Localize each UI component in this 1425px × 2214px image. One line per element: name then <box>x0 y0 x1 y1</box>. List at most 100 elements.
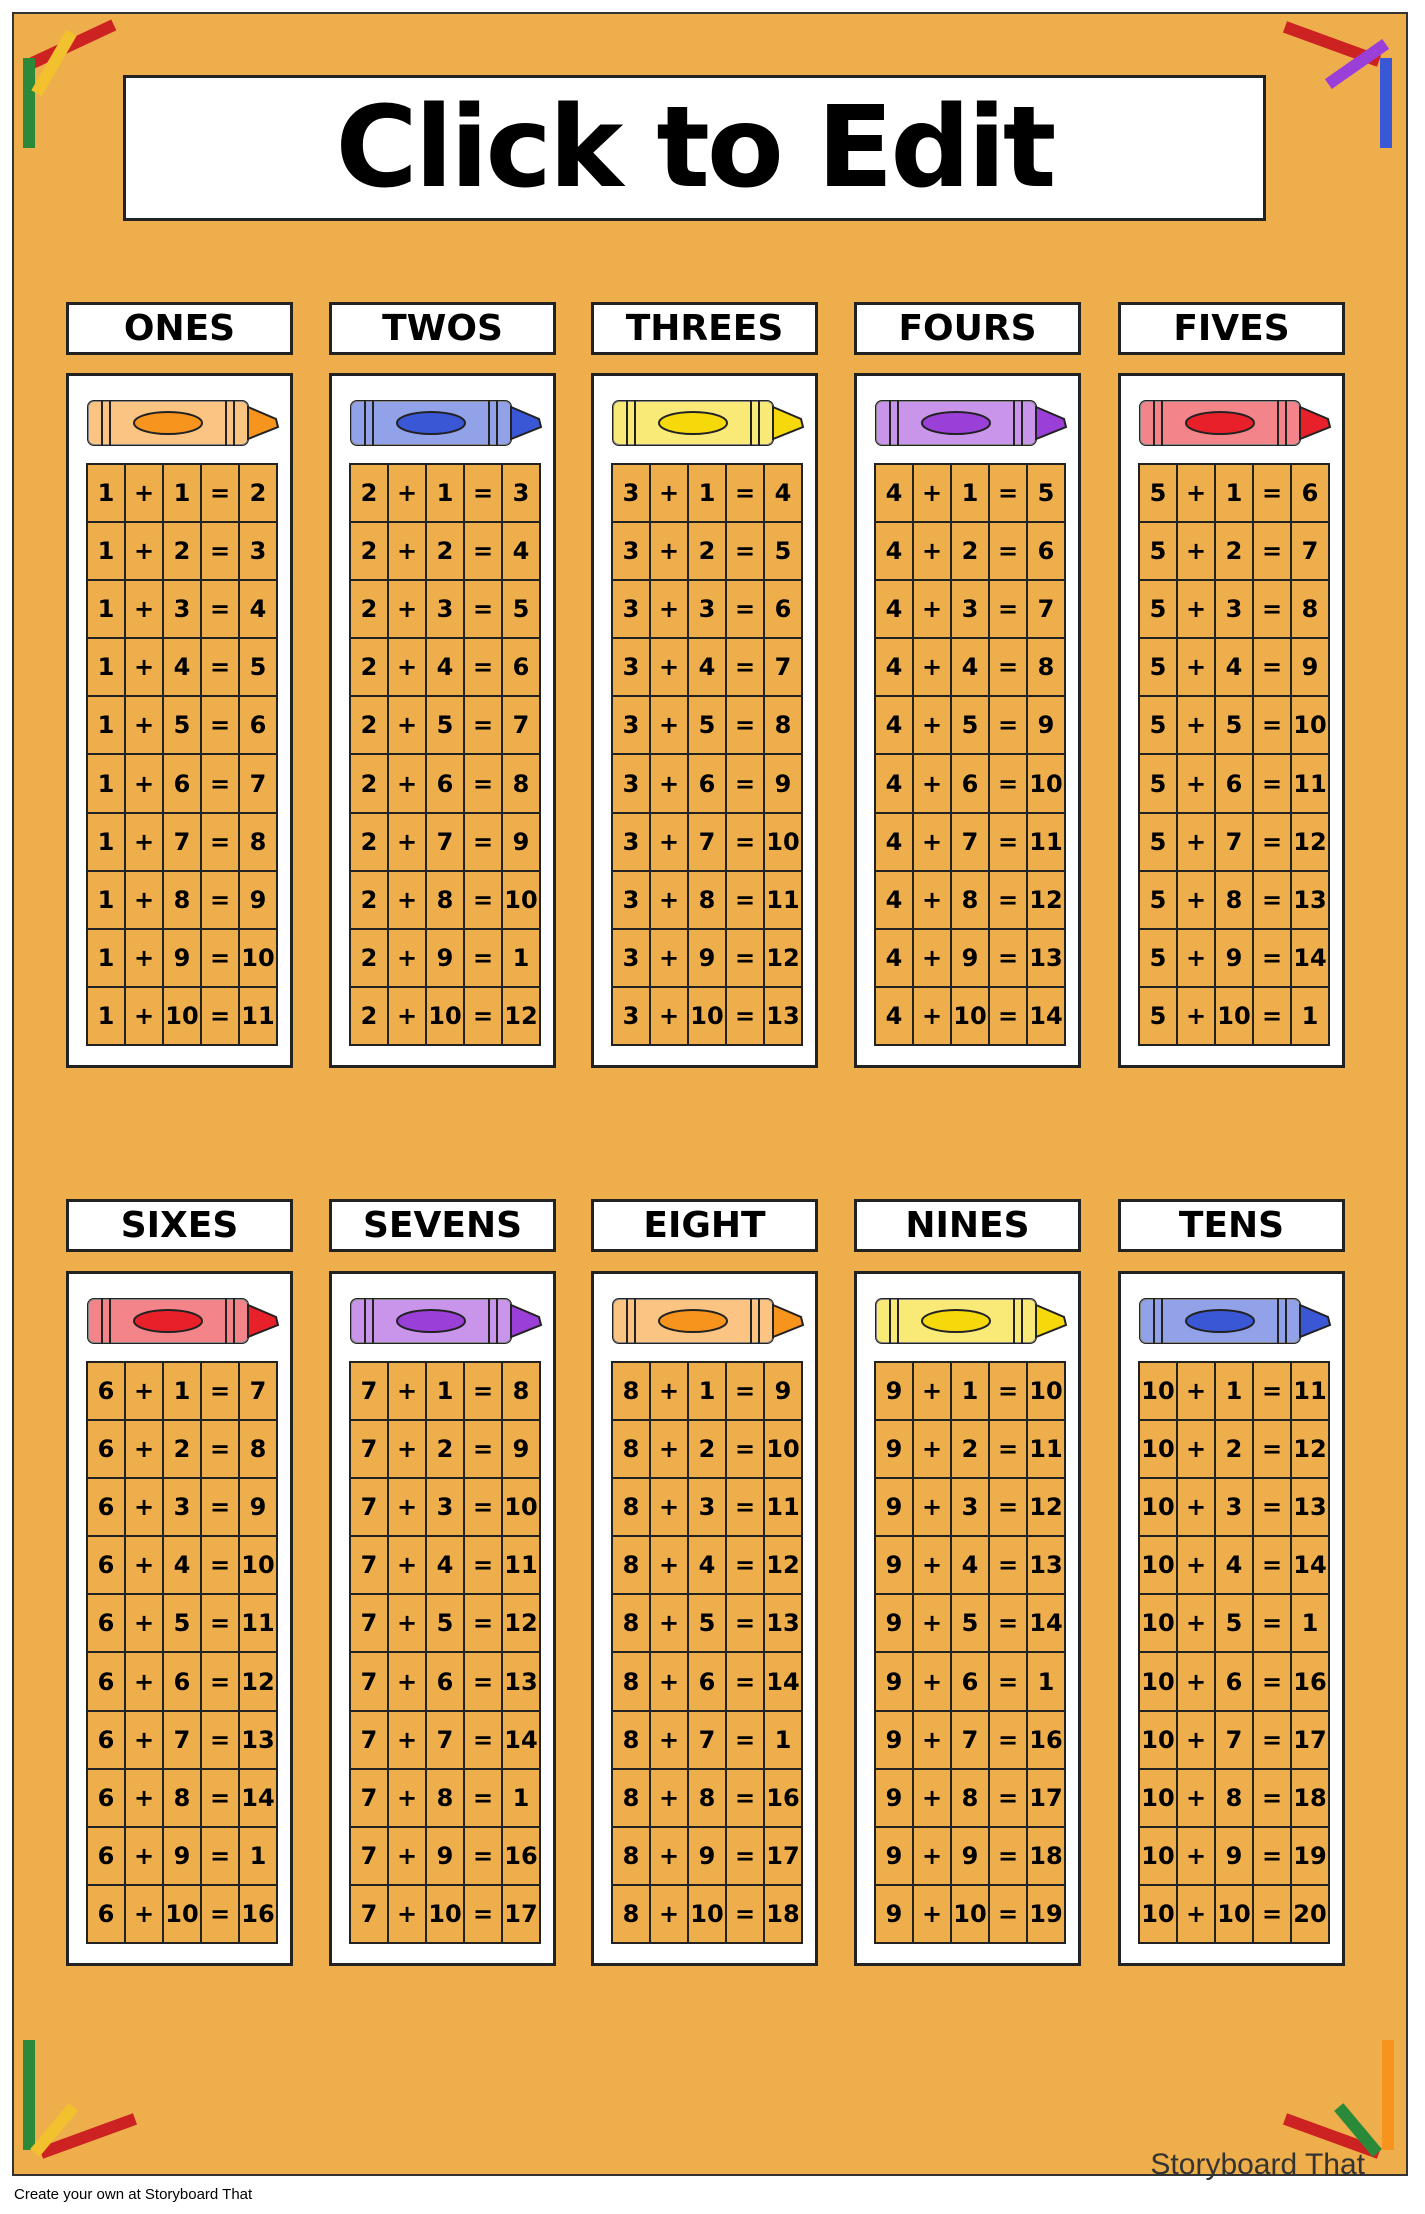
grid-cell: 9 <box>1215 1826 1253 1885</box>
grid-cell: 6 <box>951 1652 989 1711</box>
table-heading[interactable]: TWOS <box>329 302 556 355</box>
table-heading[interactable]: SIXES <box>66 1199 293 1252</box>
grid-cell: = <box>464 1594 502 1653</box>
grid-cell: = <box>726 812 764 871</box>
grid-cell: + <box>125 928 163 987</box>
grid-cell: 3 <box>426 1478 464 1537</box>
table-heading[interactable]: EIGHT <box>591 1199 818 1252</box>
grid-cell: 6 <box>764 580 802 639</box>
grid-cell: 4 <box>239 580 277 639</box>
grid-cell: 10 <box>502 1478 540 1537</box>
grid-cell: + <box>913 522 951 581</box>
grid-cell: = <box>1253 1420 1291 1479</box>
grid-cell: = <box>1253 696 1291 755</box>
grid-cell: 14 <box>1291 1536 1329 1595</box>
grid-cell: 8 <box>163 1768 201 1827</box>
grid-cell: + <box>388 1710 426 1769</box>
grid-cell: 8 <box>688 1768 726 1827</box>
grid-cell: 17 <box>502 1884 540 1943</box>
grid-cell: = <box>1253 522 1291 581</box>
grid-cell: 7 <box>426 812 464 871</box>
grid-cell: 1 <box>688 1362 726 1421</box>
grid-cell: = <box>464 464 502 523</box>
grid-cell: 3 <box>163 580 201 639</box>
grid-cell: 4 <box>875 812 913 871</box>
grid-cell: 10 <box>1139 1710 1177 1769</box>
grid-cell: + <box>913 986 951 1045</box>
grid-cell: = <box>1253 1652 1291 1711</box>
grid-cell: + <box>388 986 426 1045</box>
grid-cell: 9 <box>688 1826 726 1885</box>
grid-cell: 8 <box>951 1768 989 1827</box>
grid-cell: 1 <box>951 1362 989 1421</box>
title-box[interactable]: Click to Edit <box>123 75 1266 221</box>
grid-cell: 7 <box>502 696 540 755</box>
grid-cell: = <box>989 1884 1027 1943</box>
grid-cell: + <box>1177 1478 1215 1537</box>
grid-cell: = <box>201 522 239 581</box>
grid-cell: = <box>464 580 502 639</box>
grid-cell: 1 <box>87 696 125 755</box>
grid-cell: = <box>989 1478 1027 1537</box>
grid-cell: 6 <box>87 1594 125 1653</box>
grid-cell: + <box>650 1826 688 1885</box>
grid-cell: = <box>201 986 239 1045</box>
crayon <box>350 400 543 446</box>
grid-cell: = <box>464 1768 502 1827</box>
table-heading[interactable]: NINES <box>854 1199 1081 1252</box>
grid-cell: 17 <box>1027 1768 1065 1827</box>
table-heading[interactable]: FIVES <box>1118 302 1345 355</box>
grid-cell: = <box>726 696 764 755</box>
table-heading[interactable]: TENS <box>1118 1199 1345 1252</box>
grid-cell: 9 <box>1027 696 1065 755</box>
grid-cell: + <box>650 1710 688 1769</box>
grid-cell: + <box>1177 464 1215 523</box>
crayon <box>87 1298 280 1344</box>
grid-cell: 1 <box>764 1710 802 1769</box>
grid-cell: = <box>1253 580 1291 639</box>
grid-cell: 4 <box>688 638 726 697</box>
table-heading[interactable]: SEVENS <box>329 1199 556 1252</box>
grid-cell: 9 <box>1291 638 1329 697</box>
crayon <box>875 400 1068 446</box>
grid-cell: 5 <box>688 696 726 755</box>
grid-cell: = <box>464 812 502 871</box>
grid-cell: 7 <box>350 1362 388 1421</box>
table-heading[interactable]: FOURS <box>854 302 1081 355</box>
grid-cell: 2 <box>163 522 201 581</box>
grid-cell: = <box>1253 986 1291 1045</box>
grid-cell: + <box>125 464 163 523</box>
grid-cell: = <box>726 1594 764 1653</box>
grid-cell: + <box>388 638 426 697</box>
grid-cell: = <box>726 986 764 1045</box>
grid-cell: = <box>201 1710 239 1769</box>
grid-cell: 8 <box>612 1826 650 1885</box>
grid-cell: = <box>464 1420 502 1479</box>
grid-cell: 12 <box>1027 1478 1065 1537</box>
grid-cell: + <box>125 1594 163 1653</box>
grid-cell: + <box>388 1884 426 1943</box>
corner-decoration <box>1282 2040 1394 2159</box>
grid-cell: 1 <box>1215 1362 1253 1421</box>
crayon <box>1139 400 1332 446</box>
grid-cell: 5 <box>426 1594 464 1653</box>
grid-cell: 10 <box>688 1884 726 1943</box>
table-heading[interactable]: THREES <box>591 302 818 355</box>
grid-cell: 19 <box>1291 1826 1329 1885</box>
grid-cell: 3 <box>612 464 650 523</box>
grid-cell: 10 <box>951 1884 989 1943</box>
grid-cell: = <box>201 1362 239 1421</box>
grid-cell: = <box>201 696 239 755</box>
grid-cell: + <box>650 1420 688 1479</box>
grid-cell: 2 <box>951 1420 989 1479</box>
grid-cell: 1 <box>502 1768 540 1827</box>
grid-cell: = <box>1253 928 1291 987</box>
grid-cell: 8 <box>688 870 726 929</box>
addition-grid: 2 +1 = 3 2 +2 = 4 2 +3 = 5 2 +4 = 6 2 +5 = 7 2 +6 = 8 2 +7 = 9 2 +8 = 1… <box>349 463 541 1046</box>
table-heading[interactable]: ONES <box>66 302 293 355</box>
grid-cell: = <box>464 1536 502 1595</box>
grid-cell: + <box>1177 754 1215 813</box>
grid-cell: + <box>388 1362 426 1421</box>
grid-cell: + <box>388 1768 426 1827</box>
grid-cell: 3 <box>426 580 464 639</box>
